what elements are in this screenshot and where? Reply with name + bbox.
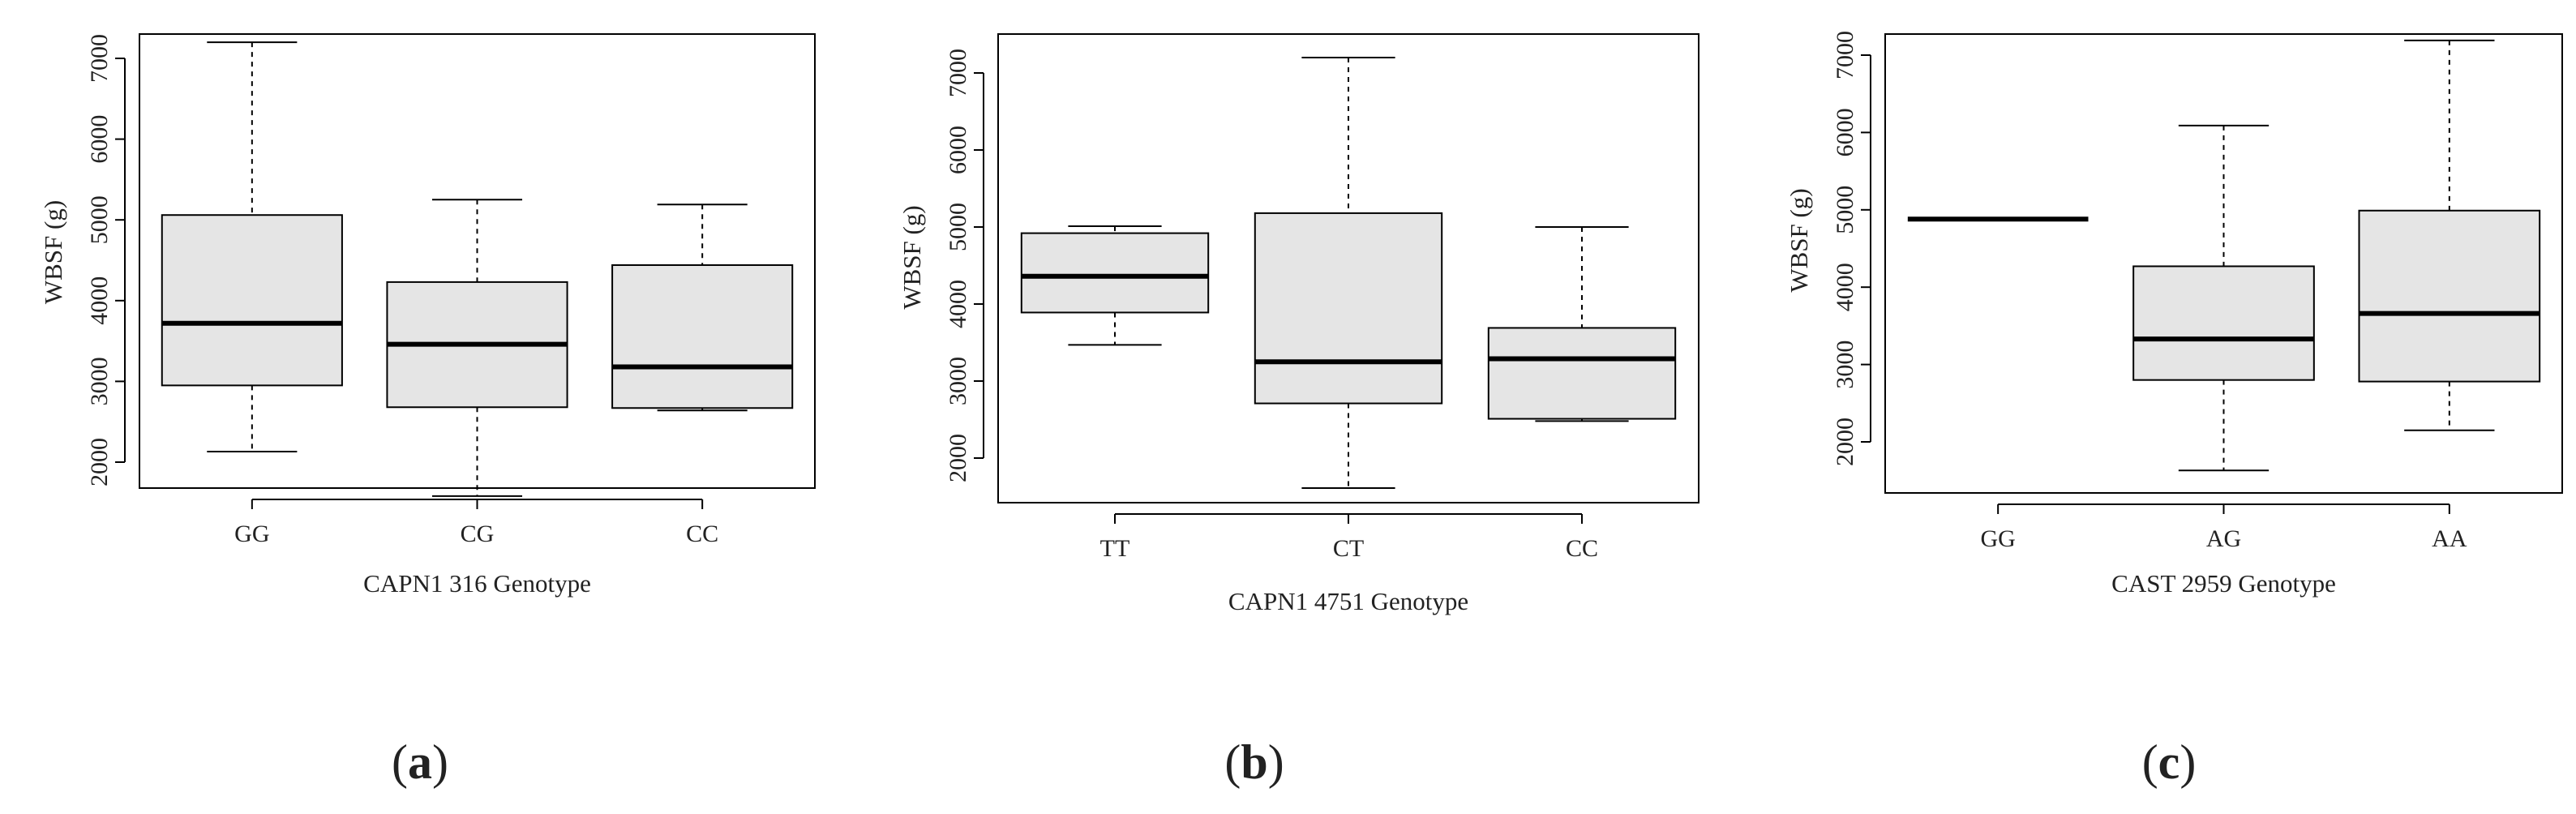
x-axis-title: CAPN1 4751 Genotype	[1228, 587, 1468, 615]
y-tick-label: 5000	[1832, 186, 1858, 234]
panel-label: (b)	[1224, 735, 1284, 789]
box-ct	[1254, 57, 1443, 490]
x-tick-label: CG	[461, 521, 495, 547]
y-tick-label: 2000	[86, 438, 113, 486]
box-tt	[1020, 225, 1210, 346]
iqr-box	[611, 263, 794, 409]
box-cc	[1487, 226, 1677, 422]
y-tick-label: 2000	[945, 434, 971, 482]
y-tick-label: 2000	[1832, 418, 1858, 466]
x-tick-label: CC	[686, 521, 718, 547]
y-tick-label: 4000	[945, 280, 971, 328]
panel-label: (a)	[392, 735, 448, 789]
box-ag	[2132, 124, 2315, 472]
y-axis-title: WBSF (g)	[1785, 188, 1813, 292]
y-tick-label: 7000	[945, 49, 971, 97]
panel-label: (c)	[2142, 735, 2197, 789]
y-tick-label: 5000	[945, 203, 971, 251]
x-tick-label: GG	[234, 521, 269, 547]
x-axis-title: CAPN1 316 Genotype	[363, 569, 591, 598]
box-aa	[2358, 39, 2541, 431]
x-tick-label: CC	[1566, 535, 1598, 562]
x-axis-title: CAST 2959 Genotype	[2111, 569, 2336, 598]
plot-frame	[1884, 33, 2563, 494]
y-axis-title: WBSF (g)	[898, 205, 926, 309]
x-tick-label: TT	[1100, 535, 1130, 562]
x-tick-label: AA	[2432, 525, 2467, 552]
panel-letter: a	[408, 735, 432, 789]
y-tick-label: 3000	[1832, 341, 1858, 389]
y-tick-label: 6000	[86, 115, 113, 164]
panel-b: 2000 3000 4000 5000 6000 7000 WBSF (g) TT CT CC CA…	[898, 33, 1699, 789]
panel-letter: b	[1241, 735, 1267, 789]
y-axis-title: WBSF (g)	[39, 200, 67, 304]
y-tick-label: 6000	[945, 126, 971, 174]
y-tick-label: 4000	[1832, 263, 1858, 311]
x-tick-label: GG	[1980, 525, 2015, 552]
box-cg	[386, 199, 568, 497]
box-cc	[611, 204, 794, 412]
iqr-box	[1254, 212, 1443, 405]
y-tick-label: 4000	[86, 276, 113, 325]
y-tick-label: 7000	[86, 34, 113, 83]
plot-frame	[997, 33, 1699, 503]
panel-c: 2000 3000 4000 5000 6000 7000 WBSF (g) GG AG AA CA…	[1785, 31, 2563, 789]
y-tick-label: 7000	[1832, 31, 1858, 79]
y-tick-label: 5000	[86, 195, 113, 244]
y-tick-label: 6000	[1832, 108, 1858, 156]
iqr-box	[1020, 232, 1210, 314]
x-tick-label: AG	[2206, 525, 2241, 552]
iqr-box	[2132, 265, 2315, 381]
box-gg	[161, 41, 343, 453]
panel-a: 2000 3000 4000 5000 6000 7000 WBSF (g) GG CG CC CA…	[39, 33, 816, 789]
x-tick-label: CT	[1333, 535, 1364, 562]
iqr-box	[1487, 327, 1677, 420]
panel-letter: c	[2158, 735, 2180, 789]
iqr-box	[161, 214, 343, 387]
y-tick-label: 3000	[945, 357, 971, 405]
iqr-box	[2358, 209, 2541, 383]
y-tick-label: 3000	[86, 357, 113, 405]
